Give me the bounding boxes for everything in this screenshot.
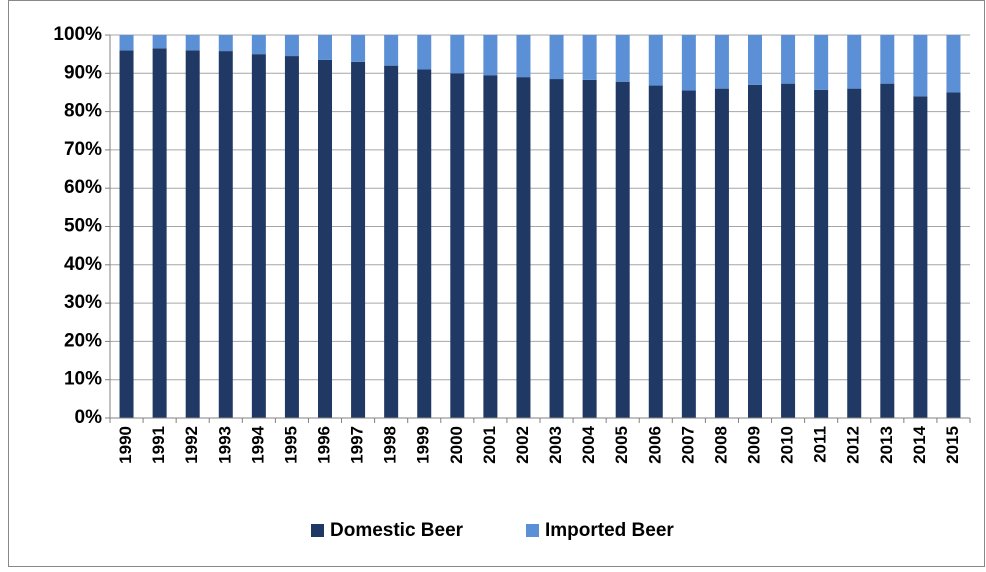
bar-segment: [714, 88, 729, 419]
bar-segment: [549, 79, 564, 419]
x-tick-label: 2013: [877, 426, 896, 464]
bar-segment: [251, 35, 266, 55]
bar-segment: [549, 35, 564, 80]
bar-segment: [218, 51, 233, 418]
bar-segment: [781, 83, 796, 419]
x-tick-label: 1999: [414, 426, 433, 464]
bar-segment: [748, 35, 762, 85]
x-tick-label: 1990: [116, 426, 135, 464]
legend-label: Imported Beer: [545, 520, 674, 541]
bar-segment: [351, 61, 366, 419]
x-tick-label: 2002: [513, 426, 532, 464]
bar-segment: [152, 48, 167, 418]
y-tick-label: 80%: [64, 101, 102, 122]
x-tick-label: 1993: [215, 426, 234, 464]
bar-segment: [119, 35, 134, 51]
x-tick-label: 2000: [447, 426, 466, 464]
bar-segment: [384, 35, 399, 66]
bar-segment: [913, 96, 928, 418]
x-tick-label: 1992: [182, 426, 201, 464]
bar-segment: [351, 35, 366, 62]
bar-segment: [251, 54, 266, 419]
bar-segment: [483, 35, 498, 76]
bar-segment: [648, 35, 663, 86]
x-tick-label: 2004: [579, 425, 598, 463]
bar-segment: [516, 77, 531, 418]
x-tick-label: 2005: [612, 426, 631, 464]
bar-segment: [450, 73, 465, 419]
bar-segment: [185, 50, 200, 418]
x-tick-label: 2003: [546, 426, 565, 464]
bar-segment: [284, 56, 299, 418]
bar-segment: [417, 35, 432, 70]
x-tick-label: 2014: [910, 425, 929, 463]
bar-segment: [681, 35, 696, 91]
legend-label: Domestic Beer: [330, 520, 464, 541]
x-tick-label: 1997: [348, 426, 367, 464]
bar-segment: [516, 35, 531, 78]
x-tick-label: 2011: [811, 426, 830, 463]
bar-segment: [384, 65, 399, 418]
bar-segment: [913, 35, 928, 97]
y-tick-label: 40%: [64, 254, 102, 275]
legend-swatch: [526, 524, 539, 537]
bar-segment: [284, 35, 299, 57]
x-tick-label: 2006: [645, 426, 664, 464]
bar-segment: [781, 35, 796, 84]
y-tick-label: 20%: [64, 330, 102, 351]
y-tick-label: 90%: [64, 62, 102, 83]
bar-segment: [648, 85, 663, 418]
x-tick-label: 2001: [480, 426, 499, 464]
bar-segment: [847, 88, 862, 419]
bar-segment: [946, 35, 961, 93]
y-tick-label: 50%: [64, 216, 102, 237]
x-tick-label: 2009: [744, 426, 763, 464]
bar-segment: [318, 59, 332, 419]
x-tick-label: 2015: [943, 426, 962, 464]
bar-segment: [814, 89, 829, 419]
bar-segment: [615, 81, 630, 418]
bar-segment: [582, 35, 597, 80]
bar-segment: [880, 35, 895, 84]
y-tick-label: 100%: [53, 24, 102, 45]
bar-segment: [681, 90, 696, 418]
legend-swatch: [311, 524, 324, 537]
x-tick-label: 1991: [149, 426, 168, 464]
bar-segment: [880, 83, 895, 419]
bar-segment: [119, 50, 134, 418]
bar-segment: [615, 35, 630, 82]
bar-segment: [450, 35, 465, 74]
bar-segment: [152, 35, 167, 49]
bar-segment: [417, 69, 432, 418]
x-tick-label: 2010: [778, 426, 797, 464]
bar-segment: [582, 79, 597, 418]
bar-segment: [814, 35, 829, 90]
bar-segment: [483, 75, 498, 418]
x-tick-label: 1998: [381, 426, 400, 464]
x-tick-label: 2007: [678, 426, 697, 464]
y-tick-label: 70%: [64, 139, 102, 160]
x-tick-label: 1996: [314, 426, 333, 464]
y-tick-label: 30%: [64, 292, 102, 313]
x-tick-label: 1994: [248, 425, 267, 463]
y-tick-label: 10%: [64, 369, 102, 390]
y-tick-label: 0%: [75, 407, 103, 428]
x-tick-label: 1995: [281, 426, 300, 464]
bar-segment: [318, 35, 332, 60]
bar-segment: [847, 35, 862, 89]
bar-segment: [946, 92, 961, 418]
x-tick-label: 2008: [711, 426, 730, 464]
bar-segment: [748, 84, 762, 418]
bar-segment: [185, 35, 200, 51]
bar-segment: [218, 35, 233, 52]
y-tick-label: 60%: [64, 177, 102, 198]
x-tick-label: 2012: [844, 426, 863, 464]
bar-segment: [714, 35, 729, 89]
